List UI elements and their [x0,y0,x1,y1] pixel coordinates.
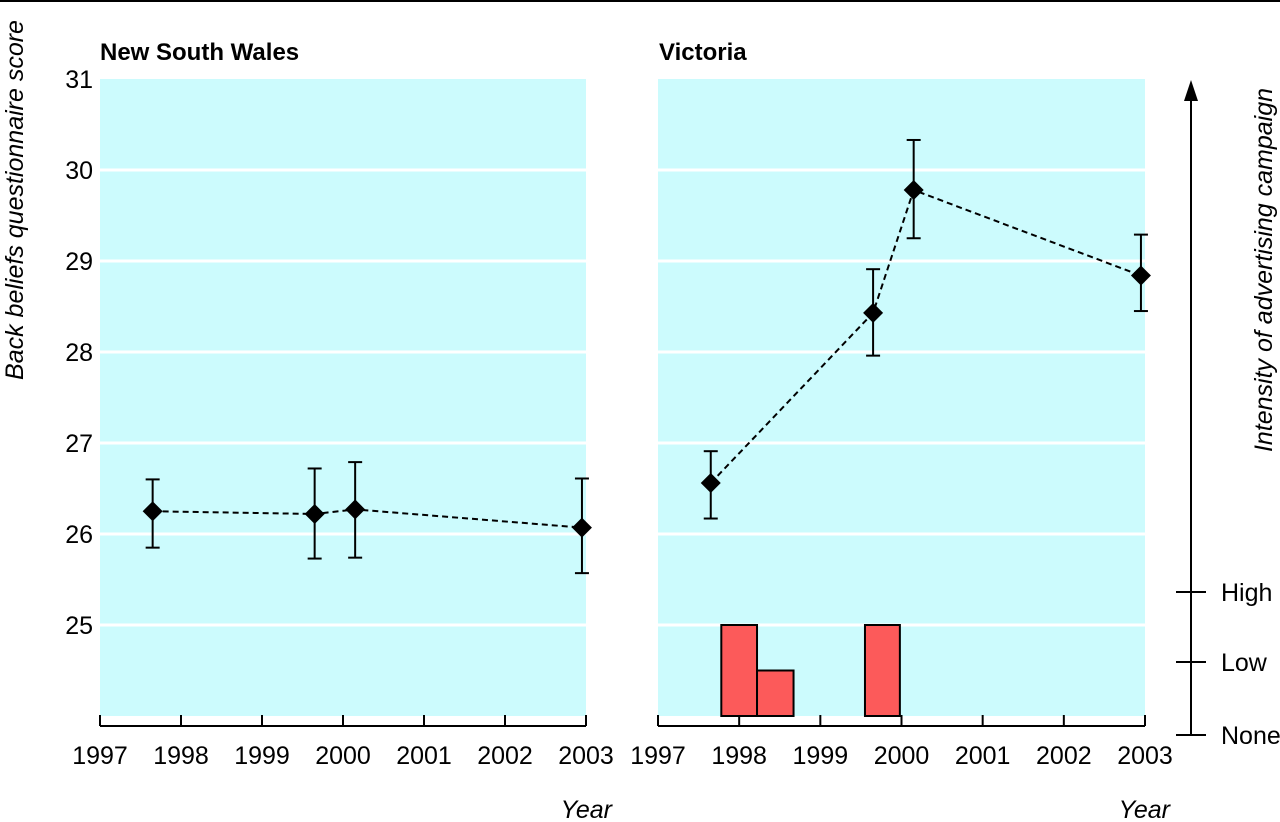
campaign-bar-3 [863,624,901,717]
nsw-x-tick-label-1997: 1997 [72,742,128,770]
vic-panel-title: Victoria [659,39,747,66]
nsw-y-tick-label-29: 29 [65,248,93,276]
nsw-x-tick-label-1998: 1998 [153,742,209,770]
nsw-x-tick-label-1999: 1999 [234,742,290,770]
intensity-level-label-low: Low [1221,649,1268,677]
nsw-data-point-1 [142,501,163,522]
nsw-panel-background [100,79,586,716]
campaign-bar-1 [720,624,759,717]
vic-x-tick-label-2003: 2003 [1117,742,1173,770]
vic-x-tick-label-1997: 1997 [630,742,686,770]
vic-data-point-4 [1130,265,1151,286]
vic-x-tick-label-1999: 1999 [793,742,849,770]
nsw-y-tick-label-26: 26 [65,521,93,549]
vic-series-line [710,188,1142,484]
vic-data-point-3 [903,180,924,201]
nsw-x-axis-label: Year [561,796,614,822]
nsw-y-tick-label-30: 30 [65,157,93,185]
intensity-level-label-high: High [1221,579,1272,607]
nsw-y-tick-label-28: 28 [65,339,93,367]
vic-x-tick-label-2000: 2000 [874,742,930,770]
intensity-axis-arrowhead [1184,80,1198,101]
campaign-bar-2 [756,669,795,717]
nsw-x-tick-label-2000: 2000 [315,742,371,770]
nsw-panel-title: New South Wales [100,39,299,66]
y-axis-label: Back beliefs questionnaire score [1,20,29,380]
vic-data-point-2 [863,302,884,323]
nsw-y-tick-label-27: 27 [65,430,93,458]
intensity-axis-label: Intensity of advertising campaign [1250,88,1278,452]
vic-x-tick-label-1998: 1998 [711,742,767,770]
vic-x-tick-label-2002: 2002 [1036,742,1092,770]
nsw-y-tick-label-25: 25 [65,612,93,640]
nsw-series-line [152,508,583,529]
nsw-x-tick-label-2003: 2003 [558,742,614,770]
nsw-y-tick-label-31: 31 [65,66,93,94]
top-rule [0,0,1280,2]
vic-x-axis-label: Year [1119,796,1172,822]
nsw-x-tick-label-2001: 2001 [396,742,452,770]
nsw-data-point-2 [304,503,325,524]
nsw-x-tick-label-2002: 2002 [477,742,533,770]
intensity-level-label-none: None [1221,722,1280,750]
vic-data-point-1 [700,473,721,494]
vic-x-tick-label-2001: 2001 [955,742,1011,770]
nsw-data-point-4 [571,517,592,538]
nsw-data-point-3 [345,499,366,520]
vic-panel-background [658,79,1145,716]
